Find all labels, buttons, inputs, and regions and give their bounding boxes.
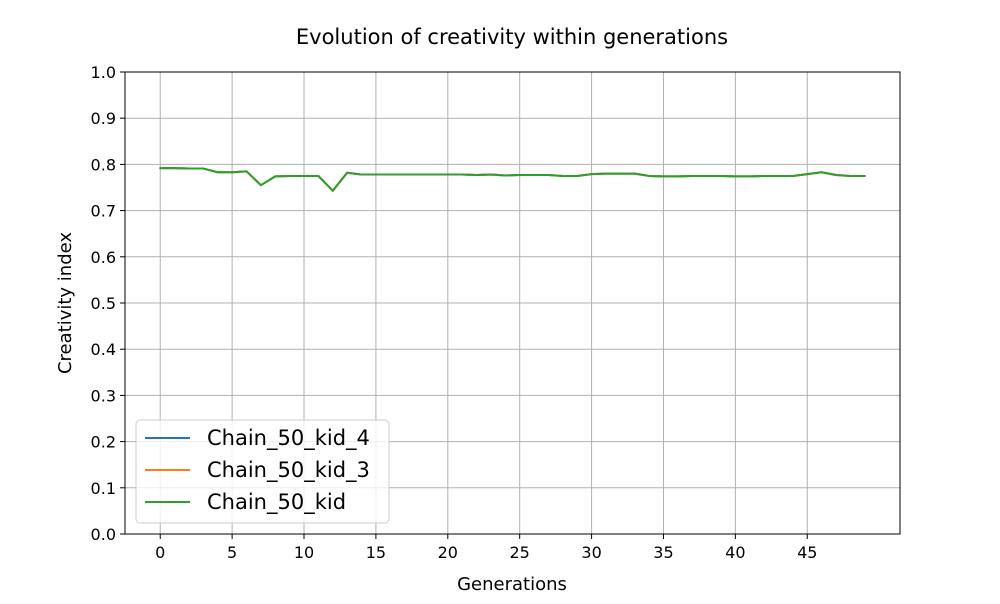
series-line-0 <box>159 167 866 192</box>
legend-label: Chain_50_kid <box>207 490 346 515</box>
series-line-2 <box>159 167 866 192</box>
y-tick-label: 0.4 <box>91 340 116 359</box>
y-tick-label: 1.0 <box>91 63 116 82</box>
x-tick-label: 0 <box>155 543 165 562</box>
x-tick-label: 15 <box>366 543 386 562</box>
y-tick-label: 0.5 <box>91 294 116 313</box>
y-tick-label: 0.8 <box>91 155 116 174</box>
legend-box <box>135 419 390 524</box>
series-line-1 <box>159 167 866 192</box>
x-tick-label: 10 <box>294 543 314 562</box>
x-axis-ticks: 0 5 10 15 20 25 30 35 40 45 <box>155 534 817 562</box>
y-tick-label: 0.9 <box>91 109 116 128</box>
series-lines <box>159 167 866 192</box>
y-axis-ticks: 0.0 0.1 0.2 0.3 0.4 0.5 0.6 0.7 0.8 0.9 1.0 <box>91 63 125 544</box>
legend: Chain_50_kid_4 Chain_50_kid_3 Chain_50_kid <box>135 419 390 524</box>
x-tick-label: 45 <box>797 543 817 562</box>
chart-title: Evolution of creativity within generatio… <box>296 25 728 49</box>
y-axis-label: Creativity index <box>55 232 76 374</box>
x-axis-label: Generations <box>457 574 567 595</box>
y-tick-label: 0.1 <box>91 479 116 498</box>
legend-label: Chain_50_kid_4 <box>207 426 370 451</box>
y-tick-label: 0.2 <box>91 433 116 452</box>
x-tick-label: 40 <box>725 543 745 562</box>
x-tick-label: 5 <box>227 543 237 562</box>
y-tick-label: 0.7 <box>91 202 116 221</box>
legend-label: Chain_50_kid_3 <box>207 458 370 483</box>
x-tick-label: 20 <box>438 543 458 562</box>
y-tick-label: 0.3 <box>91 386 116 405</box>
x-tick-label: 35 <box>653 543 673 562</box>
x-tick-label: 30 <box>581 543 601 562</box>
y-tick-label: 0.6 <box>91 248 116 267</box>
y-tick-label: 0.0 <box>91 525 116 544</box>
x-tick-label: 25 <box>510 543 530 562</box>
